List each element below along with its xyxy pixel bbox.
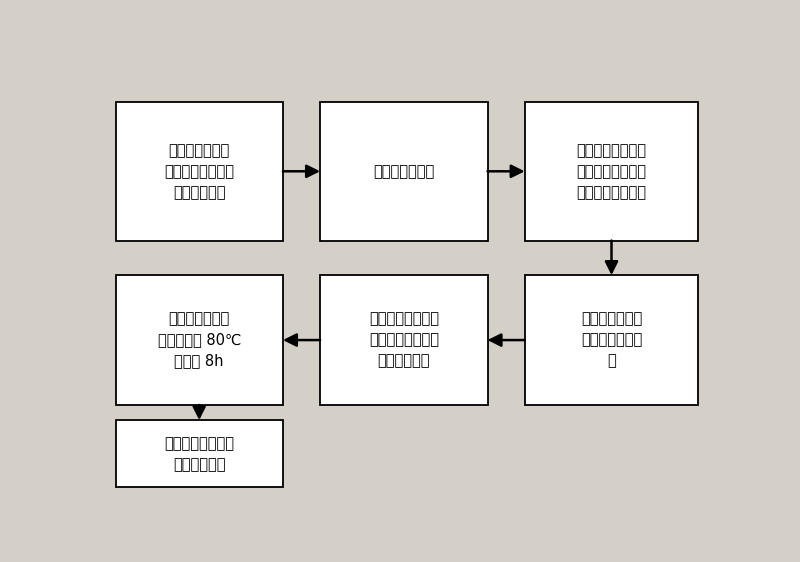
FancyBboxPatch shape xyxy=(115,420,283,487)
Text: 加入微波反应釜: 加入微波反应釜 xyxy=(373,164,434,179)
Text: 反应结束自然冷
却后取出反应产
物: 反应结束自然冷 却后取出反应产 物 xyxy=(581,311,642,369)
FancyBboxPatch shape xyxy=(525,275,698,405)
Text: 将得到样品装袋，
留待测试分析: 将得到样品装袋， 留待测试分析 xyxy=(164,436,234,472)
Text: 离心后产物在真
空干燥箱内 80℃
下干燥 8h: 离心后产物在真 空干燥箱内 80℃ 下干燥 8h xyxy=(158,311,241,369)
Text: 反应原料：金属
源、硒源或硫源和
溶剂混合均匀: 反应原料：金属 源、硒源或硫源和 溶剂混合均匀 xyxy=(164,143,234,200)
Text: 对产物离心洗涤：
蒸馏水、无水乙醇
离心洗涤数次: 对产物离心洗涤： 蒸馏水、无水乙醇 离心洗涤数次 xyxy=(369,311,438,369)
FancyBboxPatch shape xyxy=(320,275,487,405)
FancyBboxPatch shape xyxy=(320,102,487,241)
FancyBboxPatch shape xyxy=(525,102,698,241)
Text: 反应釜内自生一定
压力下，在额定温
度下保温额定时间: 反应釜内自生一定 压力下，在额定温 度下保温额定时间 xyxy=(577,143,646,200)
FancyBboxPatch shape xyxy=(115,102,283,241)
FancyBboxPatch shape xyxy=(115,275,283,405)
